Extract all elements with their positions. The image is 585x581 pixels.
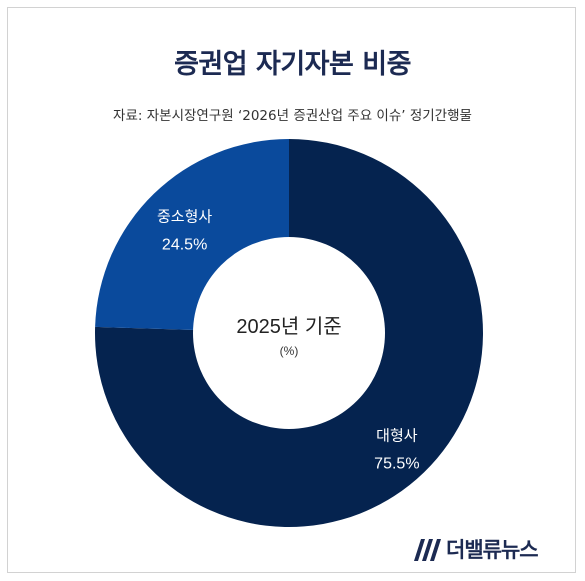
slice-value-label: 75.5% [374,455,419,472]
donut-hole [193,237,385,429]
brand-logo: 더밸류뉴스 [412,533,572,565]
slice-label: 대형사 [376,427,418,444]
chart-title: 증권업 자기자본 비중 [174,49,411,80]
brand-emblem-icon [414,539,441,561]
source-note: 자료: 자본시장연구원 ‘2026년 증권산업 주요 이슈’ 정기간행물 [113,108,472,124]
slice-label: 중소형사 [157,208,212,225]
slice-value-label: 24.5% [162,236,207,253]
center-label: 2025년 기준 [236,315,341,338]
center-sublabel: (%) [280,344,299,358]
brand-name: 더밸류뉴스 [446,538,539,562]
